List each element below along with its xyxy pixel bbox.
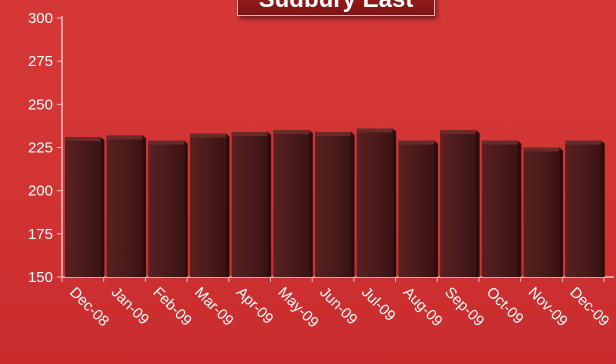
bar-front xyxy=(106,135,143,277)
x-tick-label: Dec-08 xyxy=(66,284,112,330)
bar-front xyxy=(398,140,435,277)
bar-top xyxy=(440,130,477,135)
bar-front xyxy=(481,140,518,277)
bar xyxy=(565,140,605,277)
bar-front xyxy=(231,131,268,277)
bar-front xyxy=(273,130,310,277)
x-tick-labels: Dec-08Jan-09Feb-09Mar-09Apr-09May-09Jun-… xyxy=(66,284,613,331)
bar-top xyxy=(523,147,560,152)
bar-top xyxy=(565,140,602,145)
bar-top xyxy=(481,140,518,145)
bar-front xyxy=(565,140,602,277)
bar-top xyxy=(64,137,101,142)
bar xyxy=(148,140,188,277)
bar-front xyxy=(315,131,351,277)
bar xyxy=(231,131,272,277)
bar-side xyxy=(184,140,188,277)
y-tick-label: 150 xyxy=(28,269,53,286)
x-tick-label: Mar-09 xyxy=(191,284,237,330)
bar-side xyxy=(476,130,480,277)
bar xyxy=(273,130,313,277)
bar-top xyxy=(231,131,268,136)
bar xyxy=(440,130,480,277)
bar-top xyxy=(189,133,226,138)
bar-side xyxy=(434,140,438,277)
bar-front xyxy=(64,137,101,277)
y-tick-labels: 150 175 200 225 250 275 300 xyxy=(28,10,53,286)
y-tick-label: 200 xyxy=(28,183,53,200)
y-tick-label: 225 xyxy=(28,140,53,157)
bar xyxy=(315,131,355,277)
x-tick-label: Dec-09 xyxy=(566,284,612,330)
bar-side xyxy=(392,128,397,277)
bar xyxy=(481,140,522,277)
x-tick-label: Jun-09 xyxy=(316,284,360,328)
y-tick-label: 250 xyxy=(28,96,53,113)
bar-top xyxy=(356,128,393,133)
y-tick-label: 275 xyxy=(28,53,53,70)
y-tick-label: 175 xyxy=(28,226,53,243)
x-tick-label: Aug-09 xyxy=(400,284,446,330)
bar-side xyxy=(601,140,605,277)
bar-side xyxy=(309,130,313,277)
bar-top xyxy=(398,140,435,145)
bar-front xyxy=(356,128,393,277)
y-tick-label: 300 xyxy=(28,10,53,27)
bar-front xyxy=(440,130,477,277)
x-tick-label: May-09 xyxy=(274,284,321,331)
x-tick-label: Jul-09 xyxy=(358,284,399,325)
bar xyxy=(523,147,563,277)
bars xyxy=(64,128,605,277)
bar xyxy=(398,140,438,277)
x-tick-label: Sep-09 xyxy=(441,284,487,330)
bar-front xyxy=(523,147,560,277)
x-tick-label: Jan-09 xyxy=(108,284,152,328)
bar xyxy=(189,133,230,277)
bar xyxy=(356,128,397,277)
bar-side xyxy=(559,147,563,277)
bar-side xyxy=(225,133,230,277)
chart-title: Sudbury East xyxy=(237,0,435,16)
bar-side xyxy=(100,137,105,277)
x-tick-label: Nov-09 xyxy=(525,284,571,330)
bar-top xyxy=(106,135,143,140)
bar-front xyxy=(189,133,226,277)
bar-side xyxy=(142,135,147,277)
bar-top xyxy=(273,130,310,135)
bar-side xyxy=(517,140,522,277)
x-tick-label: Oct-09 xyxy=(483,284,527,328)
bar-front xyxy=(148,140,185,277)
bar-side xyxy=(267,131,272,277)
bar xyxy=(106,135,147,277)
bar xyxy=(64,137,105,277)
bar-top xyxy=(315,131,351,136)
bar-side xyxy=(350,131,355,277)
x-tick-label: Feb-09 xyxy=(149,284,195,330)
x-tick-label: Apr-09 xyxy=(233,284,277,328)
bar-top xyxy=(148,140,185,145)
